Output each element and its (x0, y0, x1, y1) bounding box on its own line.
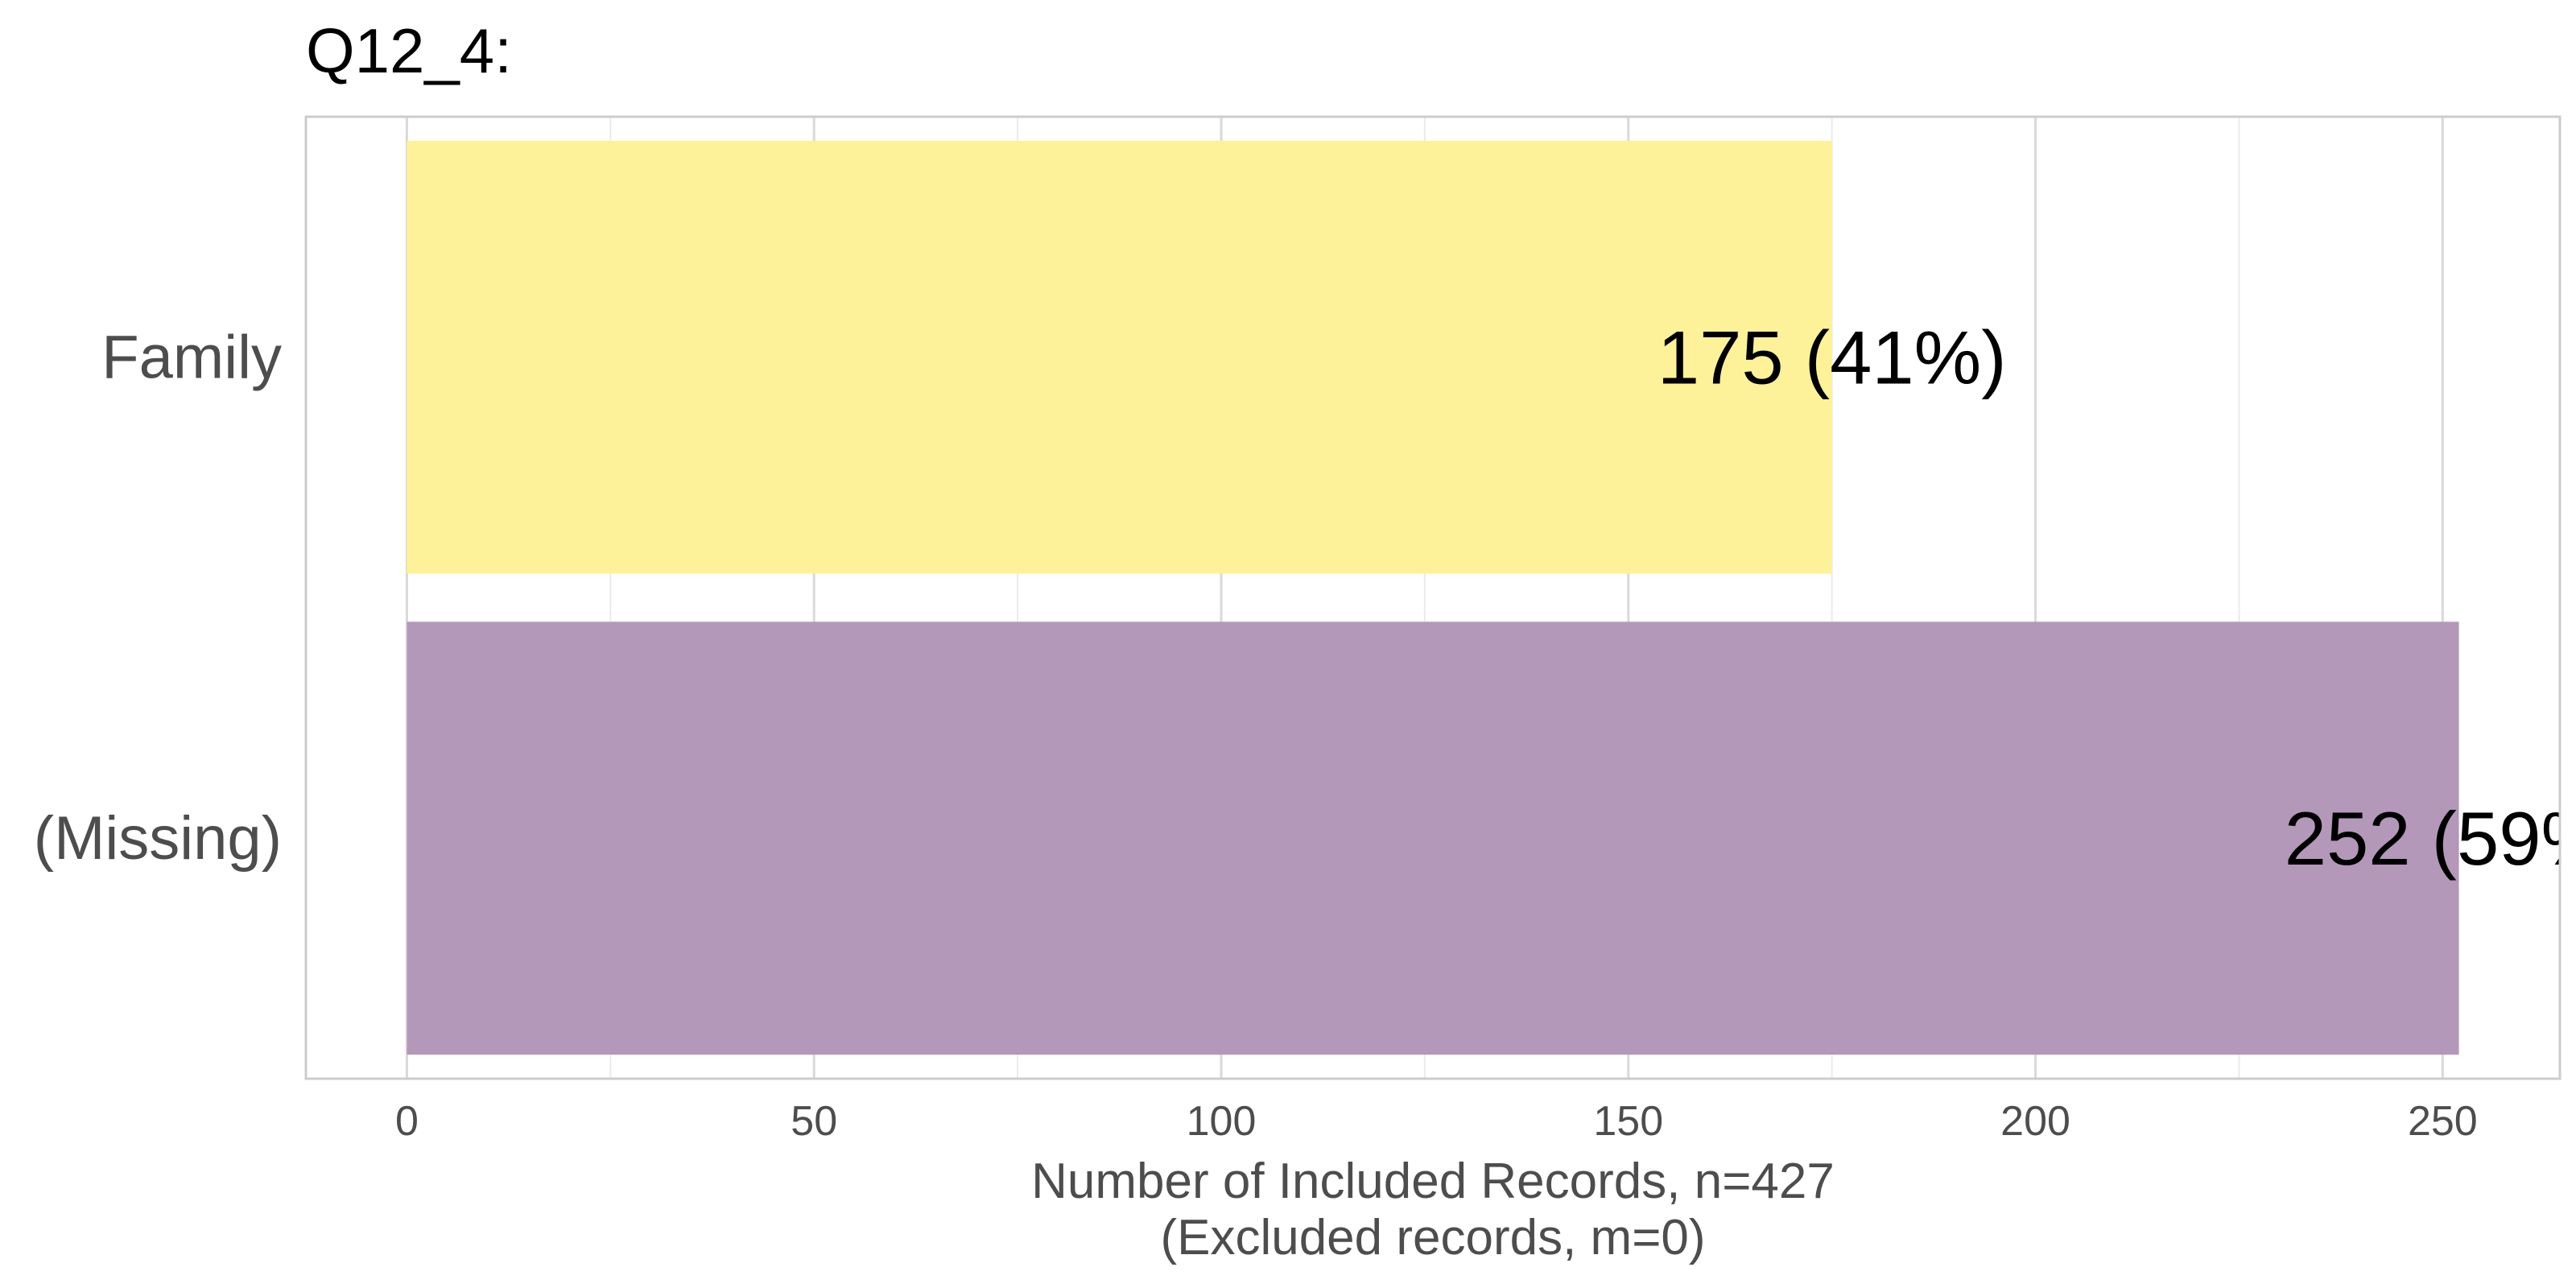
x-tick-labels: 0 50 100 150 200 250 (395, 1098, 2478, 1145)
x-axis-title: Number of Included Records, n=427 (1031, 1154, 1835, 1209)
plot-panel-border (304, 115, 2562, 1080)
chart-title: Q12_4: (306, 15, 512, 86)
x-tick-label: 100 (1187, 1098, 1257, 1145)
bars (407, 140, 2459, 1055)
bar (407, 140, 1832, 574)
x-axis-subtitle: (Excluded records, m=0) (1160, 1210, 1705, 1265)
x-tick-label: 150 (1593, 1098, 1663, 1145)
category-label: Family (101, 323, 282, 391)
category-label: (Missing) (34, 804, 282, 873)
x-tick-label: 200 (2000, 1098, 2070, 1145)
category-labels: Family (Missing) (34, 323, 282, 873)
data-labels: 175 (41%) 252 (59%) (1657, 315, 2576, 881)
x-tick-label: 250 (2408, 1098, 2478, 1145)
bar (407, 621, 2459, 1055)
data-label: 175 (41%) (1657, 315, 2007, 399)
x-tick-label: 50 (791, 1098, 837, 1145)
data-label: 252 (59%) (2285, 796, 2576, 881)
x-tick-label: 0 (395, 1098, 419, 1145)
